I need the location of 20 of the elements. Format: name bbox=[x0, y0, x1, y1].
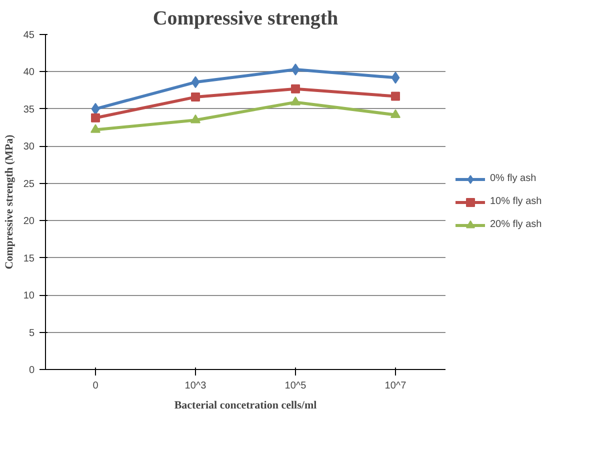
y-tick-label: 45 bbox=[23, 30, 35, 41]
y-tick-label: 15 bbox=[23, 253, 35, 264]
y-tick-label: 5 bbox=[28, 328, 35, 339]
y-tick-label: 10 bbox=[23, 290, 35, 302]
x-tick-label: 10^7 bbox=[384, 380, 407, 392]
x-tick-label: 0 bbox=[92, 380, 99, 392]
y-tick-label: 25 bbox=[23, 178, 35, 190]
legend-label: 20% fly ash bbox=[490, 219, 542, 230]
x-tick-label: 10^3 bbox=[184, 380, 207, 392]
chart-title: Compressive strength bbox=[152, 8, 338, 30]
legend-label: 10% fly ash bbox=[490, 196, 542, 207]
x-axis-title: Bacterial concetration cells/ml bbox=[174, 400, 317, 412]
legend-label: 0% fly ash bbox=[490, 173, 536, 184]
y-tick-label: 0 bbox=[28, 365, 35, 376]
x-tick-label: 10^5 bbox=[284, 380, 307, 392]
y-tick-label: 20 bbox=[23, 216, 35, 228]
y-tick-label: 35 bbox=[23, 104, 35, 116]
y-tick-label: 40 bbox=[23, 67, 35, 78]
y-tick-label: 30 bbox=[23, 142, 35, 153]
y-axis-title: Compressive strength (MPa) bbox=[3, 134, 16, 270]
